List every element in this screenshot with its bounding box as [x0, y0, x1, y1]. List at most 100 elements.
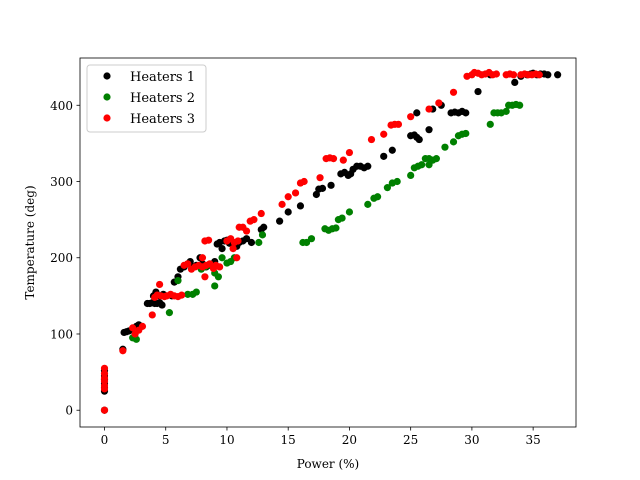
data-point: [432, 155, 440, 163]
x-tick-label: 25: [403, 433, 418, 447]
data-point: [374, 193, 382, 201]
data-point: [204, 236, 213, 244]
data-point: [296, 202, 305, 210]
data-point: [413, 109, 421, 117]
data-point: [462, 109, 470, 117]
data-point: [165, 309, 173, 317]
y-tick-label: 400: [50, 99, 73, 113]
legend-entry: Heaters 1: [103, 70, 195, 85]
legend-marker: [103, 114, 111, 122]
data-point: [211, 282, 219, 290]
y-tick-label: 200: [50, 251, 73, 265]
data-point: [184, 260, 192, 268]
data-point: [329, 155, 338, 163]
data-point: [380, 130, 388, 138]
data-point: [148, 311, 156, 319]
y-axis-ticks: 0 100 200 300 400: [50, 99, 80, 418]
data-point: [492, 70, 500, 78]
x-tick-label: 5: [162, 433, 170, 447]
data-point: [260, 223, 268, 231]
data-point: [276, 217, 284, 225]
data-point: [418, 161, 426, 169]
data-point: [284, 193, 292, 201]
x-axis-ticks: 0 5 10 15 20 25 30 35: [101, 427, 541, 447]
data-point: [247, 238, 256, 247]
data-point: [174, 277, 182, 285]
data-point: [435, 99, 443, 107]
data-point: [367, 135, 376, 144]
data-point: [544, 71, 552, 79]
data-point: [449, 138, 458, 146]
data-point: [502, 107, 510, 115]
x-tick-label: 20: [342, 433, 357, 447]
data-point: [278, 200, 286, 208]
data-point: [535, 71, 543, 79]
data-point: [255, 238, 263, 247]
data-point: [345, 148, 354, 157]
data-point: [158, 301, 166, 309]
data-point: [441, 143, 449, 151]
data-point: [332, 224, 340, 232]
data-point: [307, 235, 316, 243]
data-point: [218, 245, 226, 253]
legend-label: Heaters 2: [130, 91, 195, 106]
data-point: [415, 135, 423, 144]
data-point: [462, 129, 470, 138]
legend-marker: [103, 72, 111, 80]
data-point: [138, 322, 147, 330]
data-point: [242, 235, 251, 243]
data-point: [119, 347, 127, 355]
data-point: [339, 156, 347, 164]
x-tick-label: 35: [525, 433, 540, 447]
data-point: [393, 177, 401, 186]
data-point: [198, 254, 207, 262]
data-point: [178, 291, 186, 299]
data-point: [516, 101, 524, 109]
legend-marker: [103, 93, 111, 101]
data-point: [554, 71, 562, 79]
data-point: [407, 113, 415, 121]
data-point: [449, 88, 458, 96]
y-axis-label: Temperature (deg): [23, 185, 37, 299]
legend-entry: Heaters 2: [103, 91, 195, 106]
data-point: [511, 78, 519, 86]
data-point: [316, 174, 324, 182]
y-tick-label: 100: [50, 327, 73, 341]
data-point: [380, 152, 388, 160]
x-tick-label: 30: [464, 433, 479, 447]
data-point: [201, 273, 209, 281]
legend-box: [86, 64, 207, 133]
data-point: [383, 184, 391, 192]
legend-label: Heaters 1: [130, 70, 195, 85]
data-point: [364, 200, 372, 208]
data-point: [302, 238, 311, 247]
data-point: [233, 254, 241, 262]
data-point: [214, 273, 222, 281]
data-point: [486, 120, 494, 128]
data-point: [234, 237, 242, 245]
series-3: [100, 68, 543, 414]
data-point: [425, 161, 433, 169]
x-tick-label: 10: [219, 433, 234, 447]
data-point: [284, 208, 292, 216]
x-tick-label: 0: [101, 433, 109, 447]
data-point: [229, 245, 237, 253]
data-point: [258, 231, 267, 239]
x-axis-label: Power (%): [297, 457, 360, 471]
y-tick-label: 300: [50, 175, 73, 189]
y-tick-label: 0: [65, 404, 73, 418]
legend-label: Heaters 3: [130, 112, 195, 127]
data-point: [250, 216, 258, 224]
data-point: [425, 126, 433, 134]
data-point: [300, 177, 308, 186]
data-point: [218, 254, 226, 262]
data-point: [242, 227, 251, 235]
data-point: [364, 162, 372, 170]
data-point: [156, 280, 164, 289]
data-point: [318, 184, 327, 192]
data-point: [192, 288, 200, 296]
x-tick-label: 15: [281, 433, 296, 447]
data-point: [338, 214, 346, 222]
data-point: [100, 406, 109, 414]
